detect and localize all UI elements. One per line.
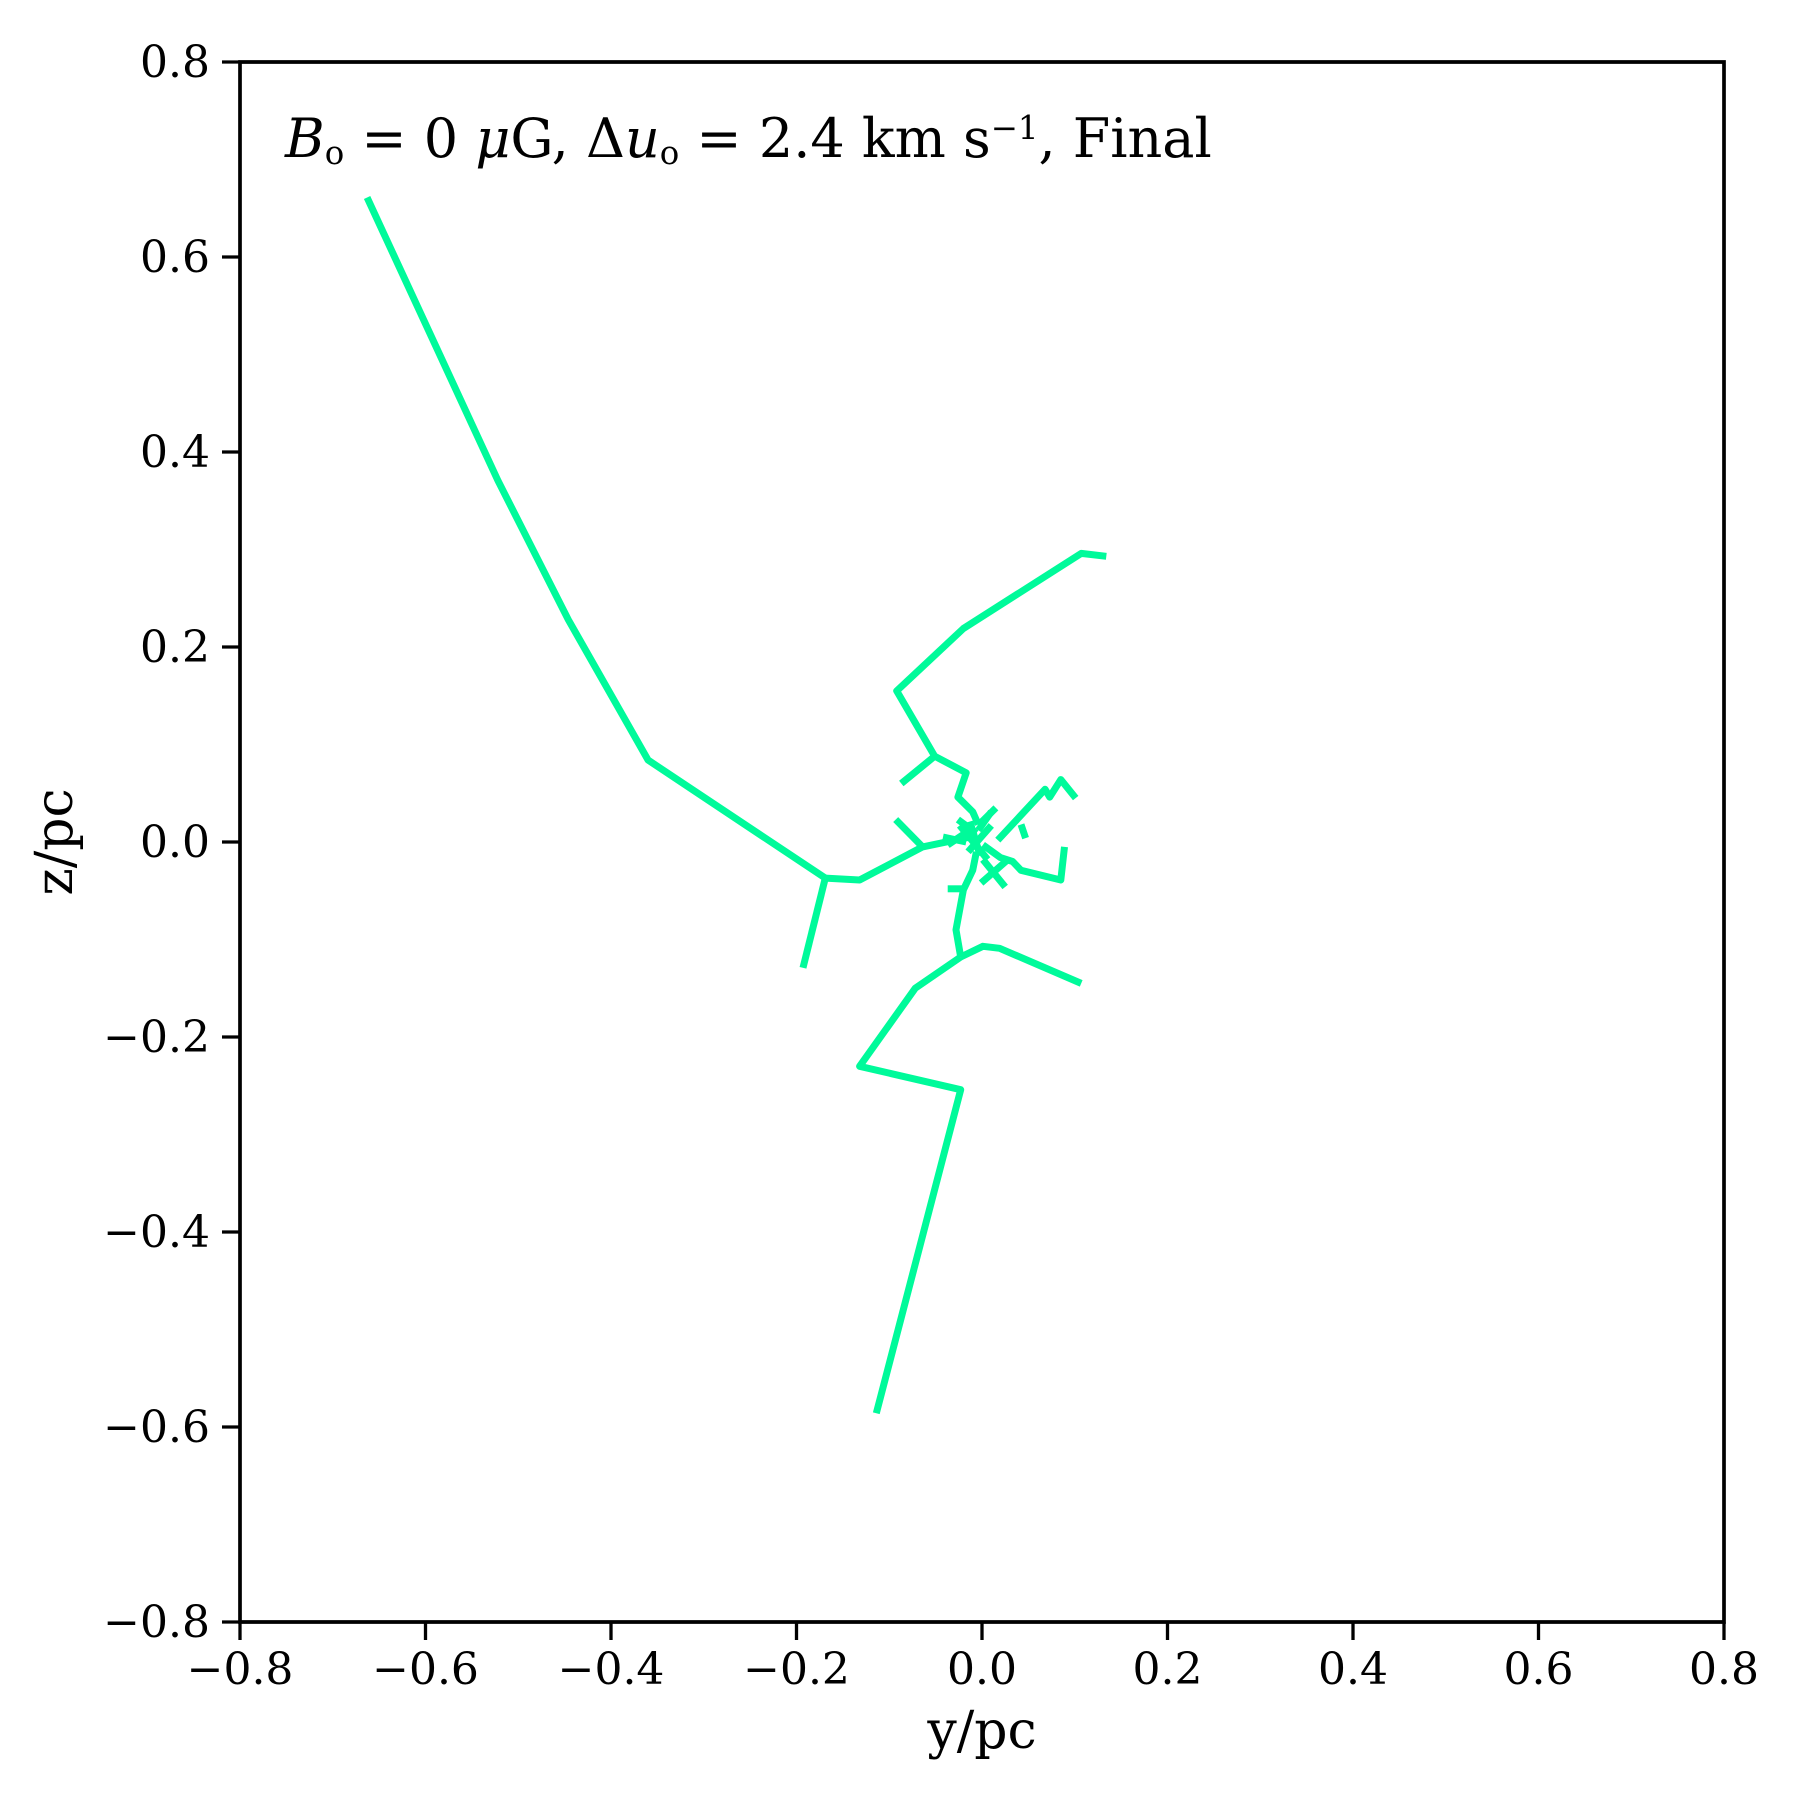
series-hub-east-hook — [980, 842, 1068, 884]
x-tick-label: −0.6 — [372, 1644, 479, 1695]
y-tick-label: −0.8 — [103, 1597, 210, 1648]
series-main-filament — [363, 196, 828, 882]
title-fragment: , Final — [1038, 107, 1212, 170]
series-hub-segment-8 — [975, 809, 995, 833]
series-hub-segment-7 — [965, 823, 994, 855]
y-tick-label: 0.6 — [140, 232, 210, 283]
series-ne-small-stub — [1017, 823, 1029, 840]
axes-spines — [238, 60, 1726, 1624]
title-fragment: = 2.4 km s — [679, 107, 991, 170]
y-tick-label: −0.6 — [103, 1402, 210, 1453]
x-axis-ticks — [238, 1622, 1726, 1640]
x-tick-label: −0.2 — [743, 1644, 850, 1695]
x-tick-label: 0.6 — [1504, 1644, 1574, 1695]
series-arc-left-stub — [899, 753, 937, 787]
x-axis-label: y/pc — [926, 1701, 1036, 1761]
series-hub-segment-6 — [966, 820, 984, 857]
y-axis-label: z/pc — [25, 788, 85, 895]
title-fragment: μ — [475, 107, 511, 170]
x-tick-label: −0.8 — [187, 1644, 294, 1695]
spine-box — [238, 60, 1726, 1624]
series-southeast-branch — [959, 942, 1083, 987]
series-south-tail — [856, 954, 965, 1415]
x-axis-tick-labels: −0.8 −0.6 −0.4 −0.2 0.0 0.2 0.4 0.6 0.8 — [187, 1644, 1759, 1695]
y-axis-ticks — [222, 60, 240, 1624]
y-tick-label: 0.2 — [140, 622, 210, 673]
title-fragment: o — [659, 134, 680, 173]
y-tick-label: 0.8 — [140, 37, 210, 88]
y-tick-label: −0.4 — [103, 1207, 210, 1258]
series-west-side-stub — [893, 817, 926, 850]
x-tick-label: −0.4 — [558, 1644, 665, 1695]
y-tick-label: 0.4 — [140, 427, 210, 478]
y-tick-label: 0.0 — [140, 817, 210, 868]
series-northeast-arc — [893, 549, 1107, 826]
x-tick-label: 0.2 — [1133, 1644, 1203, 1695]
series-hub-descender — [952, 851, 980, 958]
plot-title: Bo = 0 μG, Δuo = 2.4 km s−1, Final — [285, 112, 1212, 170]
x-tick-label: 0.8 — [1689, 1644, 1759, 1695]
x-tick-label: 0.0 — [947, 1644, 1017, 1695]
title-fragment: B — [285, 107, 325, 170]
filament-polylines — [363, 196, 1107, 1415]
title-fragment: u — [624, 107, 660, 170]
y-axis-tick-labels: −0.8 −0.6 −0.4 −0.2 0.0 0.2 0.4 0.6 0.8 — [103, 37, 210, 1648]
title-fragment: −1 — [990, 109, 1039, 148]
title-fragment: = 0 — [344, 107, 476, 170]
series-x-cross-b — [980, 857, 1008, 890]
y-tick-label: −0.2 — [103, 1012, 210, 1063]
series-hub-segment-4 — [945, 830, 968, 848]
title-fragment: G, Δ — [510, 107, 625, 170]
series-hub-ne-branch — [995, 776, 1079, 843]
title-fragment: o — [324, 134, 345, 173]
series-west-junction-stub — [799, 877, 829, 969]
x-tick-label: 0.4 — [1318, 1644, 1388, 1695]
